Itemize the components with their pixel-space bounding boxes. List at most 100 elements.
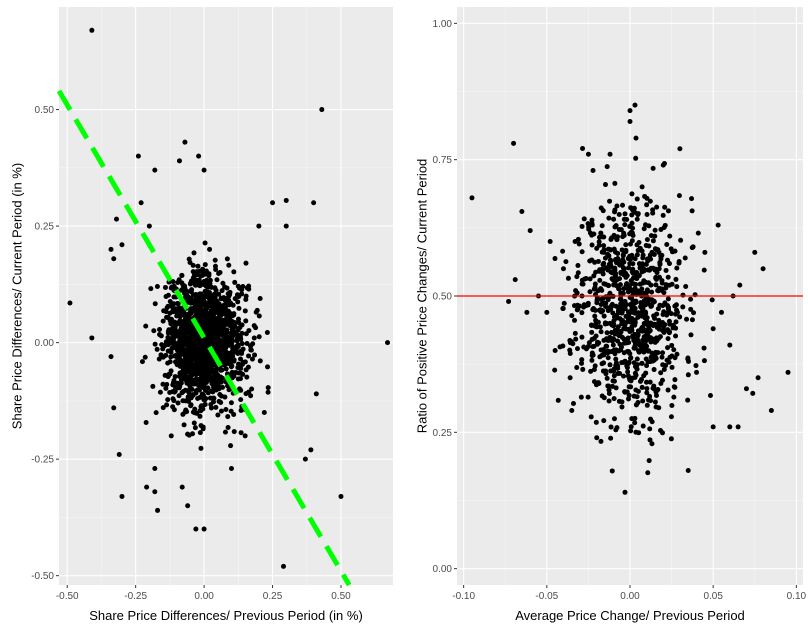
data-point xyxy=(634,216,640,222)
data-point xyxy=(614,203,620,209)
data-point xyxy=(597,324,603,330)
data-point xyxy=(610,303,616,309)
data-point xyxy=(228,320,234,326)
data-point xyxy=(557,344,563,350)
data-point xyxy=(579,249,585,255)
data-point xyxy=(197,268,203,274)
data-point xyxy=(338,493,344,499)
data-point xyxy=(685,397,691,403)
data-point xyxy=(665,306,671,312)
x-tick-label: -0.25 xyxy=(124,591,147,602)
data-point xyxy=(614,260,620,266)
data-point xyxy=(629,220,635,226)
data-point xyxy=(646,397,652,403)
data-point xyxy=(666,330,672,336)
data-point xyxy=(193,311,199,317)
data-point xyxy=(249,386,255,392)
data-point xyxy=(194,280,200,286)
data-point xyxy=(626,360,632,366)
data-point xyxy=(613,270,619,276)
data-point xyxy=(220,317,226,323)
data-point xyxy=(727,424,733,430)
data-point xyxy=(154,346,160,352)
data-point xyxy=(230,349,236,355)
data-point xyxy=(670,322,676,328)
data-point xyxy=(589,336,595,342)
data-point xyxy=(236,305,242,311)
data-point xyxy=(622,222,628,228)
data-point xyxy=(629,238,635,244)
data-point xyxy=(673,319,679,325)
data-point xyxy=(169,304,175,310)
left-y-axis-title: Share Price Differences/ Current Period … xyxy=(10,163,25,429)
data-point xyxy=(189,392,195,398)
data-point xyxy=(625,369,631,375)
data-point xyxy=(182,340,188,346)
data-point xyxy=(308,447,314,453)
data-point xyxy=(601,234,607,240)
data-point xyxy=(622,389,628,395)
data-point xyxy=(160,381,166,387)
data-point xyxy=(669,342,675,348)
data-point xyxy=(598,286,604,292)
data-point xyxy=(691,310,697,316)
data-point xyxy=(143,420,149,426)
data-point xyxy=(632,102,638,108)
data-point xyxy=(607,151,613,157)
data-point xyxy=(228,408,234,414)
data-point xyxy=(674,284,680,290)
data-point xyxy=(185,297,191,303)
data-point xyxy=(709,297,715,303)
data-point xyxy=(197,394,203,400)
data-point xyxy=(191,370,197,376)
data-point xyxy=(248,347,254,353)
data-point xyxy=(655,306,661,312)
data-point xyxy=(628,384,634,390)
data-point xyxy=(672,384,678,390)
data-point xyxy=(192,425,198,431)
data-point xyxy=(214,343,220,349)
data-point xyxy=(595,258,601,264)
data-point xyxy=(251,335,257,341)
data-point xyxy=(715,222,721,228)
data-point xyxy=(600,262,606,268)
data-point xyxy=(238,397,244,403)
y-tick-label: 0.25 xyxy=(35,222,55,233)
data-point xyxy=(204,375,210,381)
data-point xyxy=(605,348,611,354)
data-point xyxy=(634,252,640,258)
data-point xyxy=(672,303,678,309)
data-point xyxy=(665,387,671,393)
data-point xyxy=(547,238,553,244)
data-point xyxy=(622,489,628,495)
data-point xyxy=(623,320,629,326)
data-point xyxy=(244,374,250,380)
data-point xyxy=(249,356,255,362)
data-point xyxy=(188,311,194,316)
data-point xyxy=(204,368,210,374)
data-point xyxy=(688,306,694,312)
data-point xyxy=(257,358,263,364)
data-point xyxy=(632,345,638,351)
data-point xyxy=(588,368,594,374)
data-point xyxy=(183,374,189,380)
data-point xyxy=(177,363,183,369)
data-point xyxy=(601,249,607,255)
data-point xyxy=(197,336,203,342)
data-point xyxy=(165,330,171,336)
data-point xyxy=(572,238,578,244)
data-point xyxy=(579,334,585,340)
data-point xyxy=(606,383,612,389)
data-point xyxy=(173,359,179,365)
data-point xyxy=(623,326,629,332)
data-point xyxy=(211,317,217,323)
x-tick-label: -0.10 xyxy=(452,591,475,602)
data-point xyxy=(227,291,233,297)
data-point xyxy=(603,343,609,349)
data-point xyxy=(176,158,182,164)
data-point xyxy=(188,332,194,338)
data-point xyxy=(671,347,677,353)
data-point xyxy=(689,317,695,323)
data-point xyxy=(650,238,656,244)
data-point xyxy=(248,393,254,399)
